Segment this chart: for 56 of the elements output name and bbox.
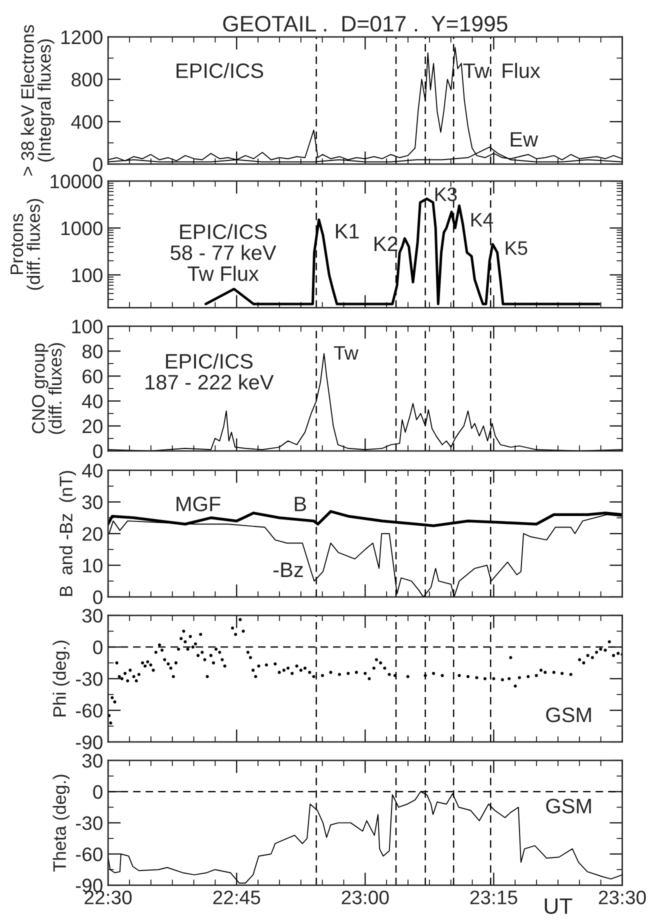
legend-label: B	[294, 496, 306, 512]
y-tick-label: 100	[72, 268, 102, 282]
y-tick-label: 100	[72, 320, 102, 334]
y-tick-label: -30	[76, 672, 102, 686]
y-tick-label: 400	[71, 115, 102, 129]
y-tick-label: 40	[82, 464, 102, 478]
y-tick-label: 800	[72, 72, 102, 87]
x-tick-label: 23:00	[342, 890, 389, 904]
x-tick-label: 23:30	[598, 890, 646, 904]
y-tick-label: 40	[82, 394, 102, 408]
annotation: GSM	[546, 798, 591, 814]
annotation: K2	[374, 236, 398, 252]
y-tick-label: -60	[76, 704, 102, 718]
y-tick-label: 10	[83, 558, 102, 572]
y-tick-label: 1000	[61, 221, 102, 236]
annotation: K1	[336, 224, 359, 238]
annotation: EPIC/ICS 187 - 222 keV	[146, 353, 274, 390]
y-tick-label: 0	[93, 157, 102, 172]
y-axis-title: Theta (deg.)	[52, 774, 70, 872]
y-tick-label: 20	[82, 527, 102, 541]
annotation: K5	[506, 241, 528, 255]
y-tick-label: 30	[82, 608, 102, 623]
y-tick-label: 0	[93, 444, 102, 458]
annotation: K4	[471, 213, 494, 227]
series-label: Ew	[510, 132, 538, 147]
legend-label: Tw Flux	[463, 62, 540, 78]
annotation: Tw	[334, 346, 358, 360]
y-axis-title: Protons (diff. fluxes)	[10, 199, 44, 290]
x-tick-label: 22:45	[213, 890, 260, 904]
y-axis-title: CNO group (diff. fluxes)	[32, 343, 66, 434]
y-tick-label: 0	[93, 640, 102, 654]
y-tick-label: 10000	[50, 174, 102, 188]
x-tick-label: 22:30	[84, 890, 132, 904]
y-axis-title: B and -Bz (nT)	[59, 471, 76, 596]
y-axis-title: > 38 keV Electrons (Integral fluxes)	[20, 25, 54, 176]
y-tick-label: 20	[82, 419, 102, 434]
chart-title: GEOTAIL . D=017 . Y=1995	[223, 16, 508, 32]
x-axis-title: UT	[544, 898, 572, 914]
y-tick-label: 60	[82, 370, 102, 384]
y-tick-label: 30	[82, 754, 102, 768]
annotation: EPIC/ICS 58 - 77 keV Tw Flux	[170, 224, 276, 282]
y-tick-label: 0	[93, 785, 102, 799]
y-tick-label: 0	[93, 590, 102, 604]
y-tick-label: 1200	[61, 30, 102, 44]
y-tick-label: -30	[76, 816, 102, 830]
y-tick-label: 80	[82, 344, 102, 358]
y-tick-label: -60	[76, 847, 102, 862]
x-tick-label: 23:15	[470, 890, 518, 904]
y-axis-title: Phi (deg.)	[52, 640, 70, 716]
annotation: EPIC/ICS	[176, 62, 264, 78]
series-label: -Bz	[274, 562, 303, 577]
y-tick-label: -90	[76, 735, 102, 750]
annotation: MGF	[176, 496, 220, 512]
annotation: K3	[435, 187, 457, 202]
y-tick-label: 30	[82, 495, 102, 510]
annotation: GSM	[546, 707, 591, 722]
